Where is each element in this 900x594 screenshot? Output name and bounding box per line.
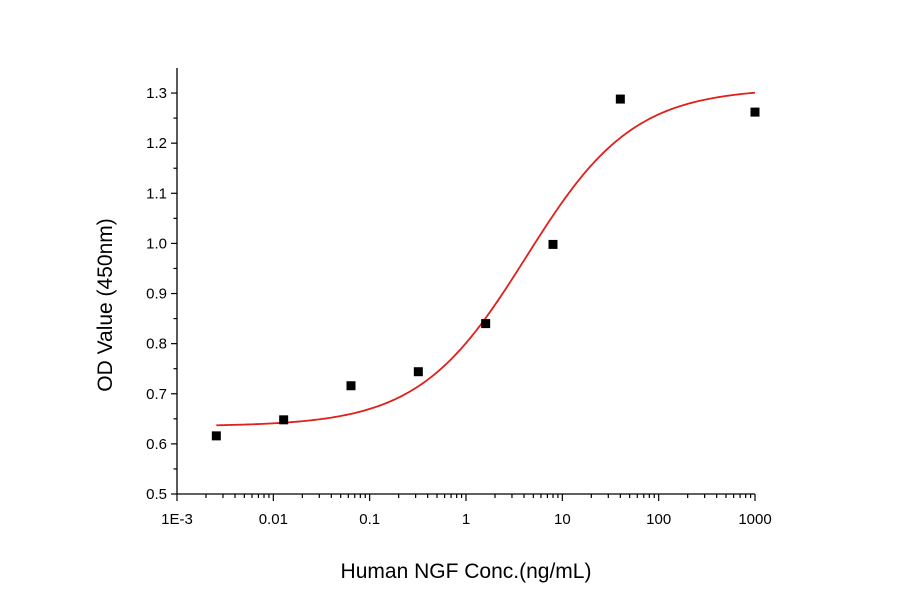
y-tick-label: 0.7	[146, 386, 167, 403]
x-tick-label: 1E-3	[161, 511, 193, 528]
y-tick-label: 1.3	[146, 85, 167, 102]
y-tick-label: 0.5	[146, 486, 167, 503]
data-point	[413, 367, 423, 377]
data-point	[481, 319, 491, 329]
x-tick-labels: 1E-3 0.01 0.1 1 10 100 1000	[161, 511, 772, 528]
x-ticks	[176, 494, 756, 501]
x-tick-label: 1	[462, 511, 470, 528]
y-tick-label: 0.9	[146, 286, 167, 303]
y-tick-label: 1.2	[146, 135, 167, 152]
data-points	[211, 94, 760, 441]
data-point	[750, 107, 760, 117]
y-tick-label: 1.1	[146, 185, 167, 202]
y-tick-label: 0.8	[146, 336, 167, 353]
y-tick-labels: 0.5 0.6 0.7 0.8 0.9 1.0 1.1 1.2 1.3	[146, 85, 167, 503]
data-point	[211, 431, 221, 441]
y-ticks	[171, 92, 177, 495]
fit-curve-line	[216, 91, 756, 427]
x-tick-label: 10	[554, 511, 571, 528]
data-point	[346, 381, 356, 391]
x-tick-label: 100	[646, 511, 671, 528]
axes	[176, 68, 755, 495]
data-point	[615, 94, 625, 104]
y-axis-title: OD Value (450nm)	[94, 218, 117, 392]
data-point	[548, 239, 558, 249]
x-axis-title: Human NGF Conc.(ng/mL)	[341, 560, 592, 583]
y-tick-label: 0.6	[146, 436, 167, 453]
x-tick-label: 1000	[738, 511, 771, 528]
x-tick-label: 0.1	[359, 511, 380, 528]
data-point	[279, 415, 289, 425]
y-tick-label: 1.0	[146, 235, 167, 252]
x-tick-label: 0.01	[259, 511, 288, 528]
